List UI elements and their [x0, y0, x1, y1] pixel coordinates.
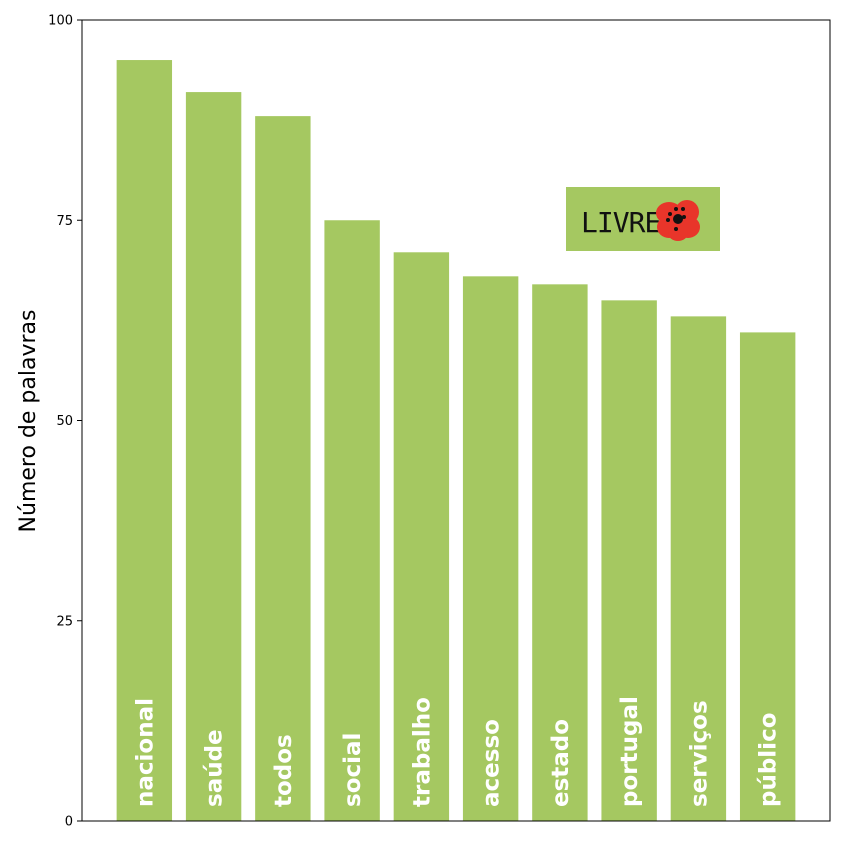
y-tick-label: 50	[56, 414, 73, 429]
y-axis-ticks: 0 25 50 75 100	[48, 14, 82, 830]
bar-social	[324, 220, 380, 821]
bar-label-todos: todos	[271, 734, 297, 807]
bar-label-trabalho: trabalho	[409, 697, 435, 807]
livre-logo: LIVRE	[566, 187, 720, 251]
bar-label-nacional: nacional	[132, 698, 158, 807]
bar-label-estado: estado	[548, 719, 574, 807]
bar-portugal	[601, 300, 657, 822]
petal	[668, 225, 688, 241]
bar-trabalho	[393, 252, 450, 822]
bar-label-público: público	[756, 712, 782, 807]
bar-label-social: social	[340, 733, 366, 807]
bar-label-acesso: acesso	[479, 719, 505, 807]
poppy-flower-icon	[656, 200, 700, 241]
bar-labels-group: nacional saúde todos social trabalho acesso es…	[132, 696, 781, 807]
bar-público	[739, 332, 796, 821]
bar-todos	[255, 116, 311, 822]
bar-saúde	[185, 92, 242, 822]
seed	[668, 212, 672, 216]
bar-serviços	[670, 316, 727, 821]
bar-estado	[532, 284, 588, 822]
y-tick-label: 25	[56, 614, 73, 629]
y-axis-title: Número de palavras	[16, 310, 41, 533]
y-tick-label: 100	[48, 14, 73, 29]
bars-group	[116, 60, 796, 822]
y-tick-label: 75	[56, 214, 73, 229]
seed	[681, 207, 685, 211]
seed	[674, 227, 678, 231]
seed	[673, 214, 683, 224]
seed	[674, 207, 678, 211]
bar-label-portugal: portugal	[617, 696, 643, 807]
seed	[682, 215, 686, 219]
seed	[666, 218, 670, 222]
bar-label-serviços: serviços	[686, 700, 712, 807]
bar-label-saúde: saúde	[202, 729, 228, 807]
logo-text: LIVRE	[581, 206, 660, 239]
y-tick-label: 0	[65, 815, 73, 830]
bar-acesso	[462, 276, 519, 821]
bar-nacional	[116, 60, 173, 822]
